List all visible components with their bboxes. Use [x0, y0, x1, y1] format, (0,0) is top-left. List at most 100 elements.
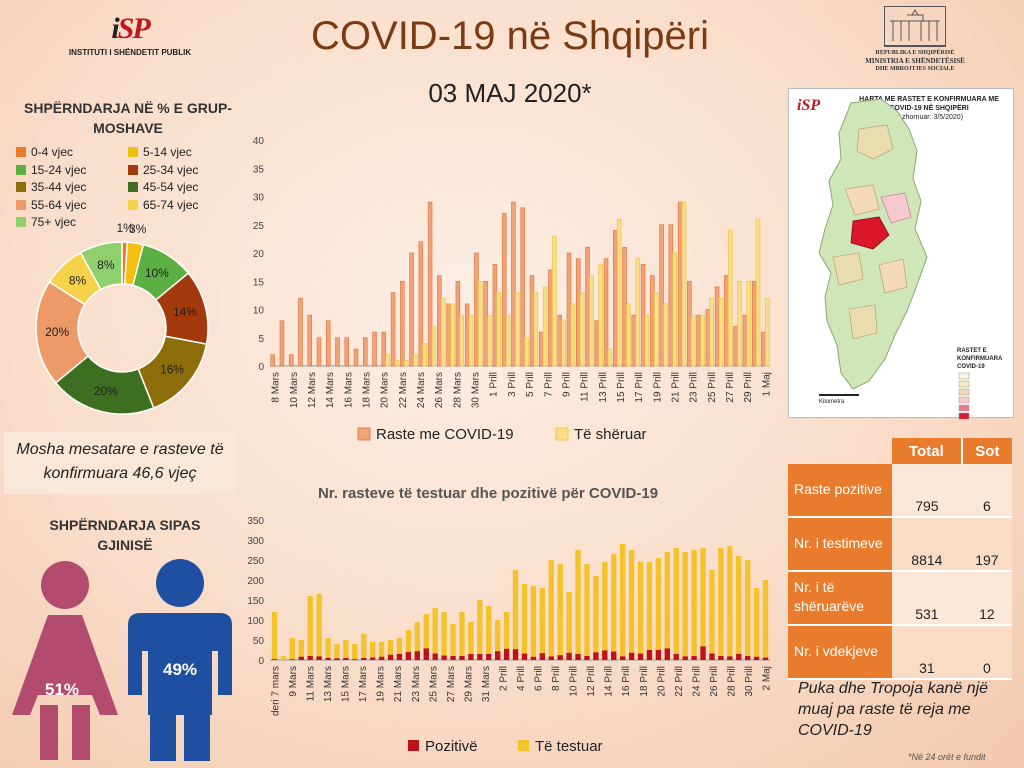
map-shape [818, 98, 928, 396]
isp-logo-mark: SP [117, 12, 151, 45]
bar-tested [325, 638, 331, 660]
age-donut-chart: 1%3% 10% 14% 16% 20% 20% 8% 8% [35, 221, 209, 415]
age-heading: SHPËRNDARJA NË % E GRUP-MOSHAVE [24, 100, 232, 136]
bar-tested [530, 586, 537, 660]
footnote: *Në 24 orët e fundit [908, 752, 986, 762]
x-tick-label: 30 Prill [744, 666, 755, 697]
bar-cases [696, 314, 701, 367]
bar-cases [668, 224, 674, 367]
legend-label: Pozitivë [425, 738, 478, 755]
bar-recovered [422, 343, 427, 367]
bar-tested [486, 606, 492, 660]
bar-positive [405, 652, 412, 660]
bar-cases [622, 247, 627, 367]
map-legend: RASTET E KONFIRMUARA COVID-19 [957, 347, 1013, 426]
bar-tested [727, 546, 733, 660]
x-tick-label: 22 Prill [674, 666, 685, 697]
x-tick-label: 26 Prill [709, 666, 720, 697]
x-tick-label: 25 Mars [428, 666, 439, 702]
bar-tested [477, 600, 483, 660]
bar-recovered [681, 201, 687, 367]
legend-swatch [518, 740, 529, 751]
map-isp-logo: iSP [797, 97, 821, 114]
bar-tested [691, 550, 697, 660]
bar-tested [584, 564, 590, 660]
bar-cases [761, 331, 766, 367]
x-tick-label: 27 Prill [725, 372, 736, 403]
bar-tested [271, 612, 278, 660]
bar-cases [733, 326, 738, 367]
bar-positive [611, 651, 617, 660]
x-tick-label: 14 Mars [325, 372, 336, 408]
bar-recovered [505, 314, 511, 367]
bar-positive [530, 656, 537, 660]
bar-tested [637, 562, 644, 660]
bar-recovered [607, 348, 613, 367]
bar-cases [687, 280, 692, 367]
bar-positive [378, 656, 385, 660]
bar-recovered [468, 314, 474, 367]
donut-label: 8% [69, 274, 87, 288]
legend-item: 75+ vjec [16, 215, 76, 229]
bar-cases [381, 331, 387, 367]
bar-cases [677, 201, 683, 367]
ministry-line-1: REPUBLIKA E SHQIPËRISË [875, 50, 955, 56]
x-tick-label: 17 Prill [634, 372, 645, 403]
x-tick-label: 18 Mars [362, 372, 373, 408]
table-row: Raste pozitive 795 6 [788, 464, 1012, 518]
x-tick-label: 11 Mars [306, 666, 317, 701]
bar-recovered [413, 354, 418, 367]
bar-recovered [431, 326, 437, 367]
bar-tested [414, 622, 420, 660]
x-tick-label: 9 Prill [561, 372, 572, 397]
bar-positive [432, 653, 438, 660]
legend-swatch [128, 182, 138, 192]
bar-cases [613, 230, 618, 367]
female-icon [12, 561, 118, 760]
bar-recovered [440, 297, 446, 367]
bar-tested [316, 594, 322, 660]
bar-positive [271, 659, 278, 660]
x-tick-label: 19 Prill [652, 372, 663, 403]
bar-positive [548, 656, 554, 660]
x-tick-label: 10 Mars [289, 372, 300, 408]
bar-cases [511, 201, 516, 367]
x-tick-label: 18 Prill [639, 666, 650, 697]
bar-recovered [394, 360, 400, 367]
bar-positive [602, 650, 608, 660]
y-tick-label: 20 [253, 249, 265, 260]
table-header: Total Sot [788, 438, 1012, 464]
x-tick-label: 4 Prill [516, 666, 527, 691]
bar-positive [396, 654, 403, 660]
row-label: Nr. i vdekjeve [788, 625, 892, 680]
bar-positive [646, 650, 653, 660]
bar-positive [307, 656, 313, 660]
bar-positive [620, 656, 626, 660]
legend-item: 25-34 vjec [128, 163, 198, 177]
table-row: Nr. i të shëruarëve 531 12 [788, 571, 1012, 626]
bar-cases [446, 303, 451, 367]
bar-tested [512, 570, 519, 660]
legend-label: Raste me COVID-19 [376, 426, 514, 443]
bar-positive [682, 656, 688, 660]
bar-tested [620, 544, 626, 660]
bar-recovered [635, 258, 640, 367]
bar-positive [691, 656, 697, 660]
bar-cases [270, 354, 275, 367]
bar-positive [539, 653, 545, 660]
y-tick-label: 150 [247, 596, 264, 607]
x-tick-label: 2 Prill [498, 666, 509, 691]
x-tick-label: 19 Mars [376, 666, 387, 702]
regional-note: Puka dhe Tropoja kanë një muaj pa raste … [798, 680, 989, 739]
row-sot: 6 [961, 464, 1012, 518]
bar-recovered [718, 297, 724, 367]
bar-tested [736, 556, 742, 660]
bar-cases [529, 275, 535, 367]
bar-tested [459, 612, 465, 660]
bar-recovered [616, 218, 622, 367]
bar-cases [751, 280, 757, 367]
y-tick-label: 250 [247, 556, 264, 567]
x-tick-label: 8 Mars [271, 372, 282, 403]
map-legend-swatches [958, 372, 970, 420]
bar-positive [584, 656, 590, 660]
